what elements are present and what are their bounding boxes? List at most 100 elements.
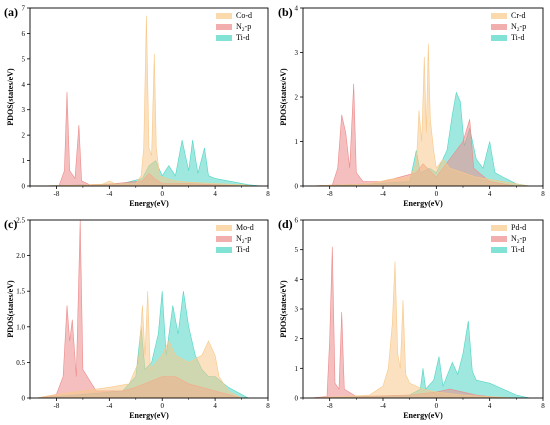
legend-swatch-ti_d	[491, 35, 507, 41]
plot-frame	[29, 219, 269, 399]
legend-label-ti_d: Ti-d	[511, 245, 525, 254]
x-axis-title: Energy(eV)	[129, 199, 169, 208]
legend-label-sub: 2	[517, 27, 520, 33]
legend-label-main: N	[236, 234, 242, 243]
x-tick-label: -4	[380, 190, 386, 198]
y-tick-label: 3	[295, 306, 299, 314]
legend-label-main: N	[236, 22, 242, 31]
y-tick-label: 4	[22, 81, 26, 89]
y-tick-label: 0	[22, 183, 26, 191]
x-tick-label: -8	[327, 402, 333, 410]
legend-label-main: Ti-d	[236, 245, 250, 254]
y-tick-label: 2	[295, 94, 299, 102]
series-area-metal_d	[36, 291, 242, 399]
legend-label-main: Pd-d	[511, 223, 526, 232]
panel-c: (c) -8 -4 0 4 8 0 0.5 1.0 1.5 2.0 2.5 Energy(eV) PDOS…	[4, 217, 270, 421]
y-tick-label: 3	[295, 49, 299, 57]
legend-label-n2_p: N2-p	[236, 22, 251, 33]
legend-label-n2_p: N2-p	[511, 22, 526, 33]
x-tick-label: -4	[380, 402, 386, 410]
legend-label-main: Co-d	[236, 11, 252, 20]
legend-label-tail: -p	[245, 22, 252, 31]
legend-swatch-metal_d	[216, 225, 232, 231]
series-area-metal_d	[36, 15, 255, 187]
y-axis-title: PDOS(states/eV)	[279, 68, 288, 126]
y-tick-label: 1	[295, 138, 299, 146]
x-tick-label: 0	[435, 190, 439, 198]
x-tick-label: -8	[54, 402, 60, 410]
series-area-metal_d	[309, 261, 517, 399]
panel-label: (a)	[4, 5, 18, 19]
y-tick-label: 2.0	[16, 252, 25, 260]
legend-label-sub: 2	[517, 239, 520, 245]
legend-label-main: Ti-d	[511, 245, 525, 254]
legend-label-main: Ti-d	[236, 33, 250, 42]
x-tick-label: 4	[213, 190, 217, 198]
legend-label-tail: -p	[245, 234, 252, 243]
legend-swatch-n2_p	[491, 236, 507, 242]
y-tick-label: 0.5	[16, 359, 25, 367]
legend-label-tail: -p	[520, 234, 527, 243]
x-tick-label: -8	[327, 190, 333, 198]
legend-swatch-ti_d	[491, 247, 507, 253]
y-tick-label: 4	[295, 276, 299, 284]
y-tick-label: 3	[22, 106, 26, 114]
panel-label: (b)	[278, 5, 293, 19]
y-tick-label: 0	[295, 395, 299, 403]
legend-swatch-n2_p	[491, 24, 507, 30]
legend-swatch-ti_d	[216, 35, 232, 41]
legend-swatch-n2_p	[216, 236, 232, 242]
series-area-ti_d	[309, 320, 530, 399]
x-tick-label: 4	[488, 190, 492, 198]
legend-label-main: Cr-d	[511, 11, 526, 20]
panel-a: (a) -8 -4 0 4 8 0 1 2 3 4 5 6 7 Energy(eV) PDOS(states/…	[4, 5, 270, 209]
x-tick-label: 8	[541, 190, 545, 198]
legend-label-ti_d: Ti-d	[511, 33, 525, 42]
legend-label-ti_d: Ti-d	[236, 33, 250, 42]
legend-label-main: N	[511, 234, 517, 243]
legend-swatch-ti_d	[216, 247, 232, 253]
legend-label-main: Ti-d	[511, 33, 525, 42]
legend-label-main: Mo-d	[236, 223, 254, 232]
y-tick-label: 1	[22, 157, 26, 165]
x-tick-label: 0	[435, 402, 439, 410]
legend-swatch-metal_d	[216, 13, 232, 19]
x-axis-title: Energy(eV)	[129, 411, 169, 420]
legend-label-n2_p: N2-p	[511, 234, 526, 245]
legend-label-metal_d: Pd-d	[511, 223, 526, 232]
x-axis-title: Energy(eV)	[403, 411, 443, 420]
series-area-n2_p	[309, 246, 504, 399]
y-tick-label: 0	[22, 395, 26, 403]
x-tick-label: 8	[541, 402, 545, 410]
y-axis-title: PDOS(states/eV)	[6, 68, 15, 126]
legend-label-metal_d: Cr-d	[511, 11, 526, 20]
y-tick-label: 6	[295, 217, 299, 225]
y-tick-label: 6	[22, 30, 26, 38]
x-tick-label: 8	[266, 190, 270, 198]
y-tick-label: 2	[295, 335, 299, 343]
y-tick-label: 2	[22, 132, 26, 140]
panel-d: (d) -8 -4 0 4 8 0 1 2 3 4 5 6 Energy(eV) PDOS(states/e…	[278, 217, 545, 421]
y-axis-title: PDOS(states/eV)	[279, 280, 288, 338]
y-tick-label: 0	[295, 183, 299, 191]
panel-b: (b) -8 -4 0 4 8 0 1 2 3 4 Energy(eV) PDOS(states/eV)…	[278, 5, 545, 209]
y-tick-label: 1.0	[16, 323, 25, 331]
y-axis-title: PDOS(states/eV)	[6, 280, 15, 338]
legend-swatch-metal_d	[491, 13, 507, 19]
series-area-metal_d	[309, 43, 530, 187]
legend-label-metal_d: Co-d	[236, 11, 252, 20]
y-tick-label: 5	[295, 246, 299, 254]
legend-label-ti_d: Ti-d	[236, 245, 250, 254]
x-tick-label: 4	[213, 402, 217, 410]
legend-swatch-metal_d	[491, 225, 507, 231]
legend-label-main: N	[511, 22, 517, 31]
x-axis-title: Energy(eV)	[403, 199, 443, 208]
panel-label: (d)	[278, 217, 293, 231]
y-tick-label: 2.5	[16, 217, 25, 225]
legend-label-sub: 2	[242, 239, 245, 245]
legend-label-n2_p: N2-p	[236, 234, 251, 245]
y-tick-label: 4	[295, 5, 299, 13]
x-tick-label: 8	[266, 402, 270, 410]
panel-label: (c)	[4, 217, 17, 231]
